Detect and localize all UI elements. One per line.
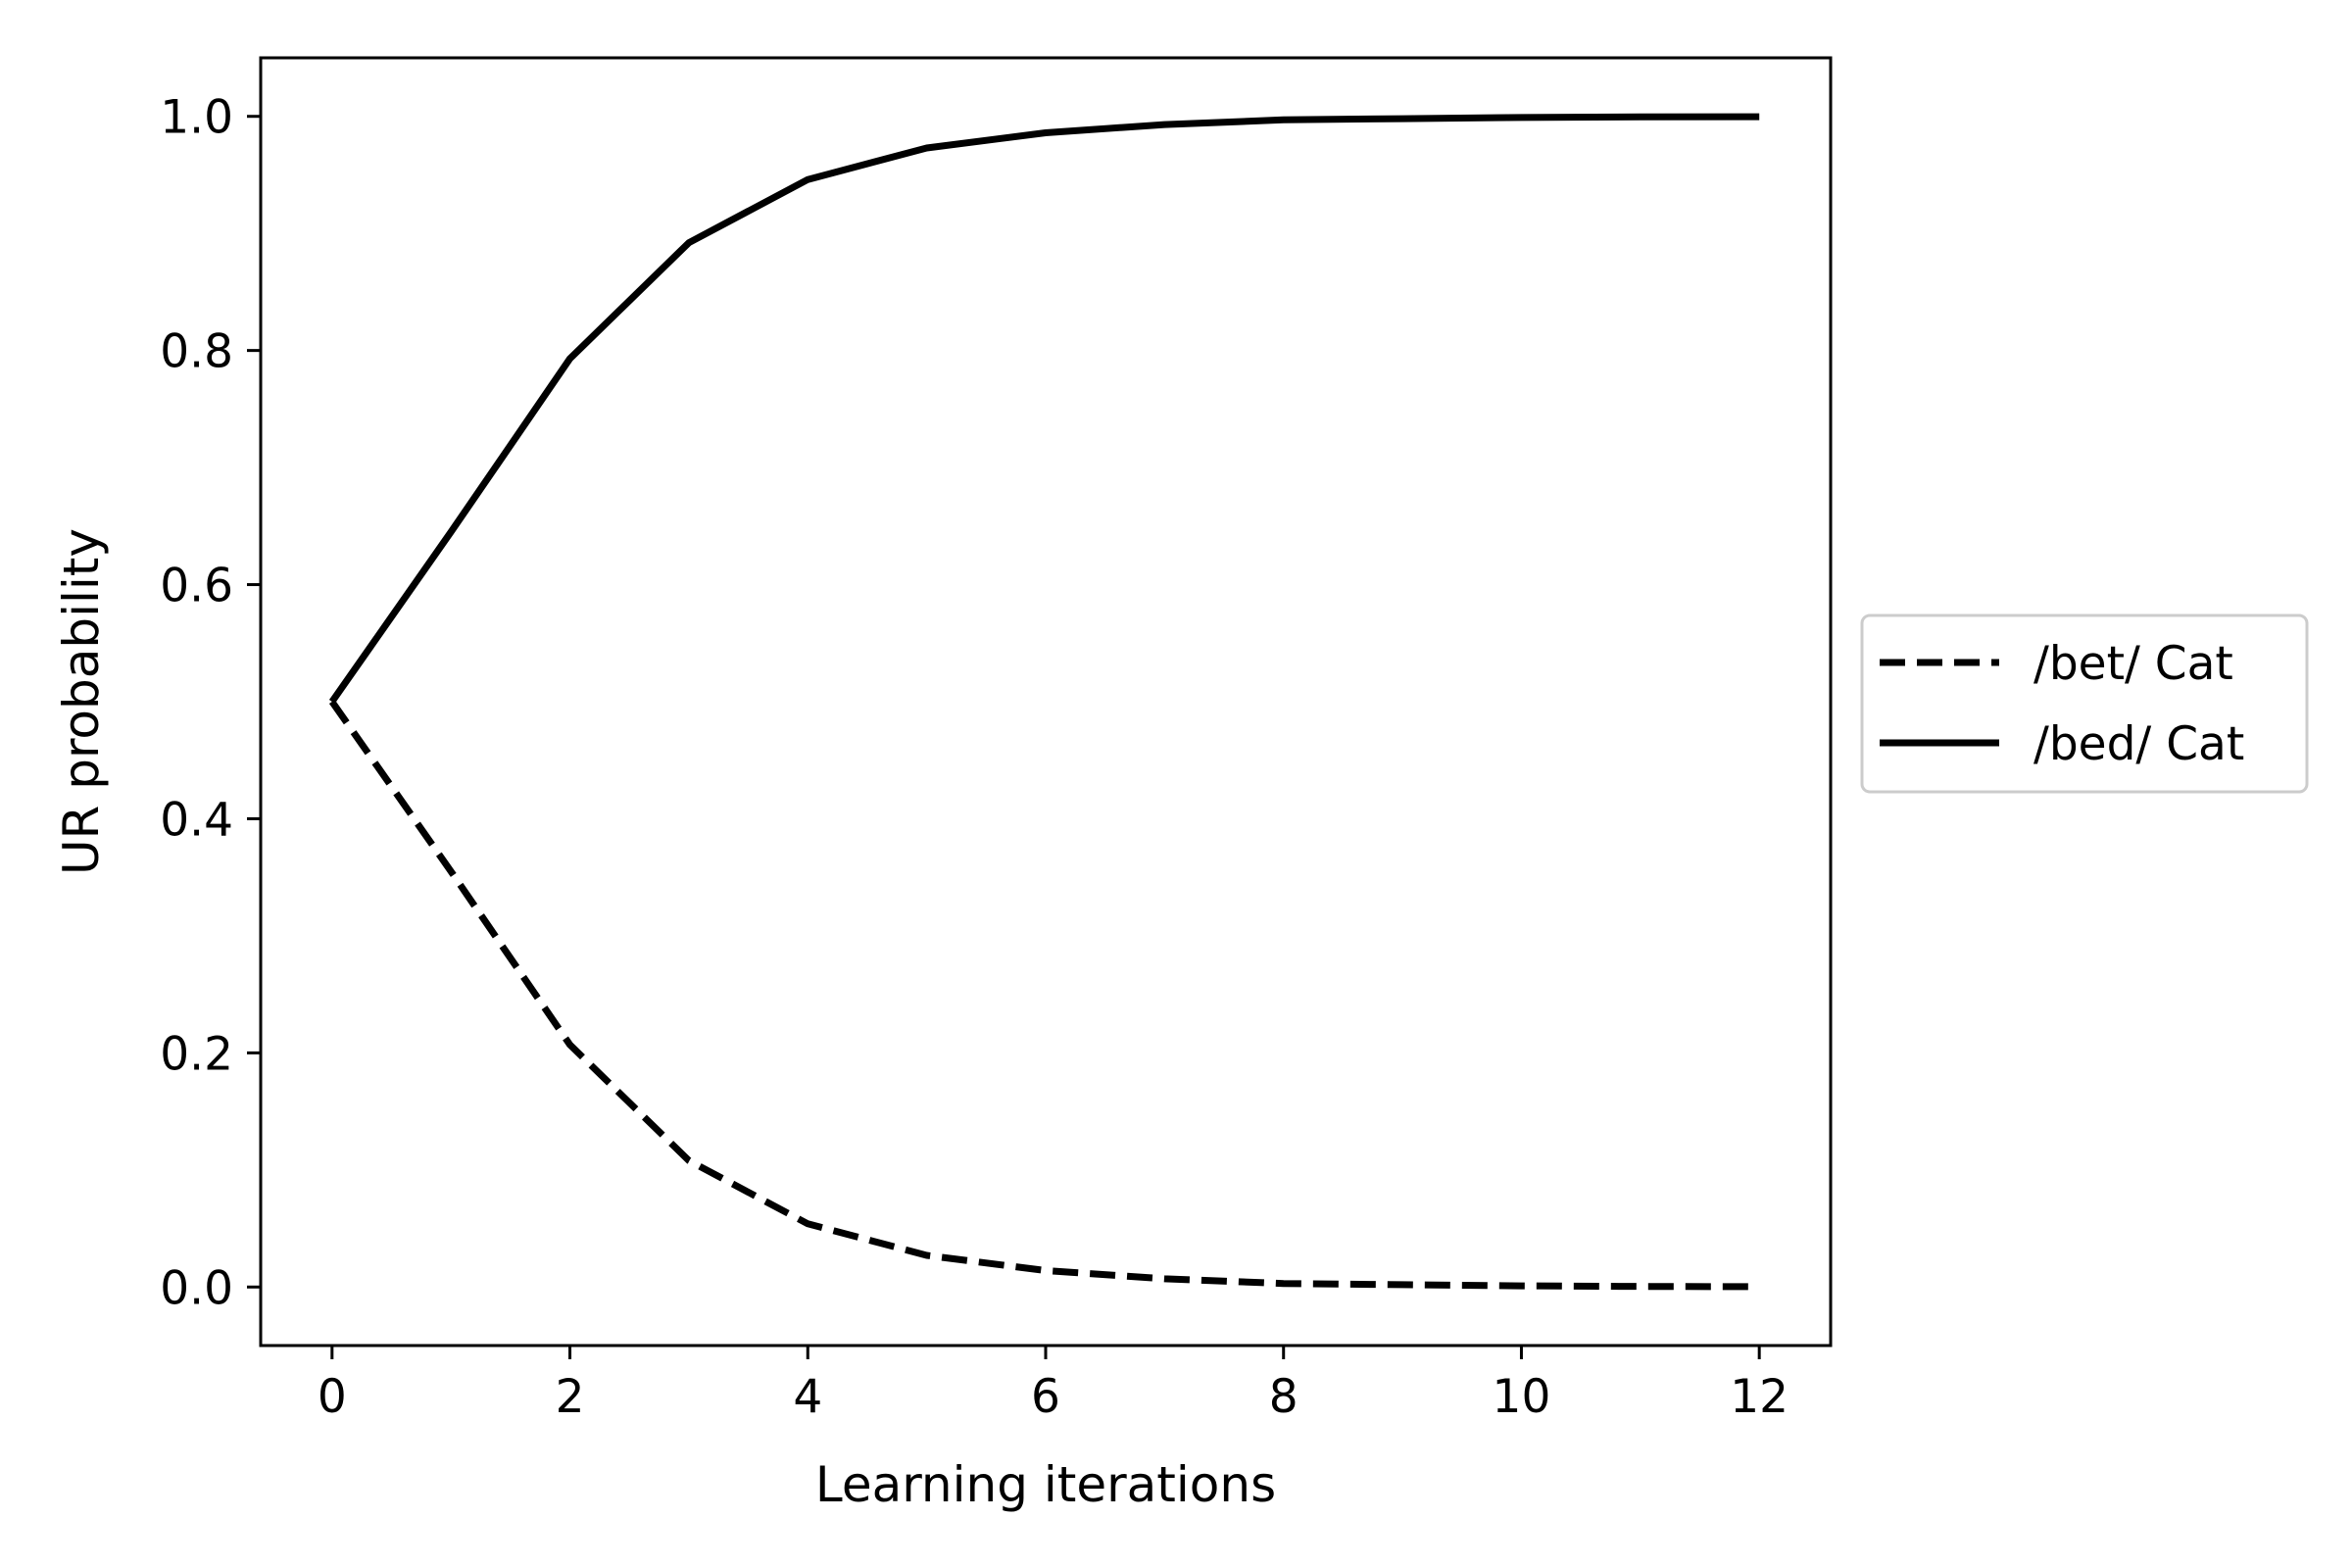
x-tick-label: 8 — [1269, 1370, 1298, 1424]
x-tick-label: 12 — [1730, 1370, 1788, 1424]
x-tick-label: 4 — [793, 1370, 822, 1424]
legend: /bet/ Cat/bed/ Cat — [1860, 613, 2309, 794]
y-axis-ticks: 0.0 0.2 0.4 0.6 0.8 1.0 — [160, 91, 261, 1315]
x-axis-title: Learning iterations — [815, 1456, 1276, 1513]
x-axis-ticks: 0 2 4 6 8 10 12 — [318, 1346, 1788, 1424]
x-tick-label: 6 — [1031, 1370, 1060, 1424]
y-axis-title: UR probability — [53, 528, 110, 875]
legend-label: /bet/ Cat — [2034, 637, 2233, 691]
series-line-2 — [328, 113, 1760, 705]
x-tick-label: 10 — [1493, 1370, 1551, 1424]
y-tick-label: 0.0 — [160, 1261, 233, 1315]
plot-lines — [328, 113, 1760, 1291]
y-tick-label: 0.6 — [160, 560, 233, 613]
series-line-1 — [328, 699, 1760, 1291]
y-tick-label: 0.4 — [160, 793, 233, 847]
y-tick-label: 0.8 — [160, 325, 233, 379]
x-tick-label: 0 — [318, 1370, 347, 1424]
y-tick-label: 1.0 — [160, 91, 233, 145]
x-tick-label: 2 — [556, 1370, 585, 1424]
y-tick-label: 0.2 — [160, 1027, 233, 1081]
legend-label: /bed/ Cat — [2034, 717, 2244, 771]
